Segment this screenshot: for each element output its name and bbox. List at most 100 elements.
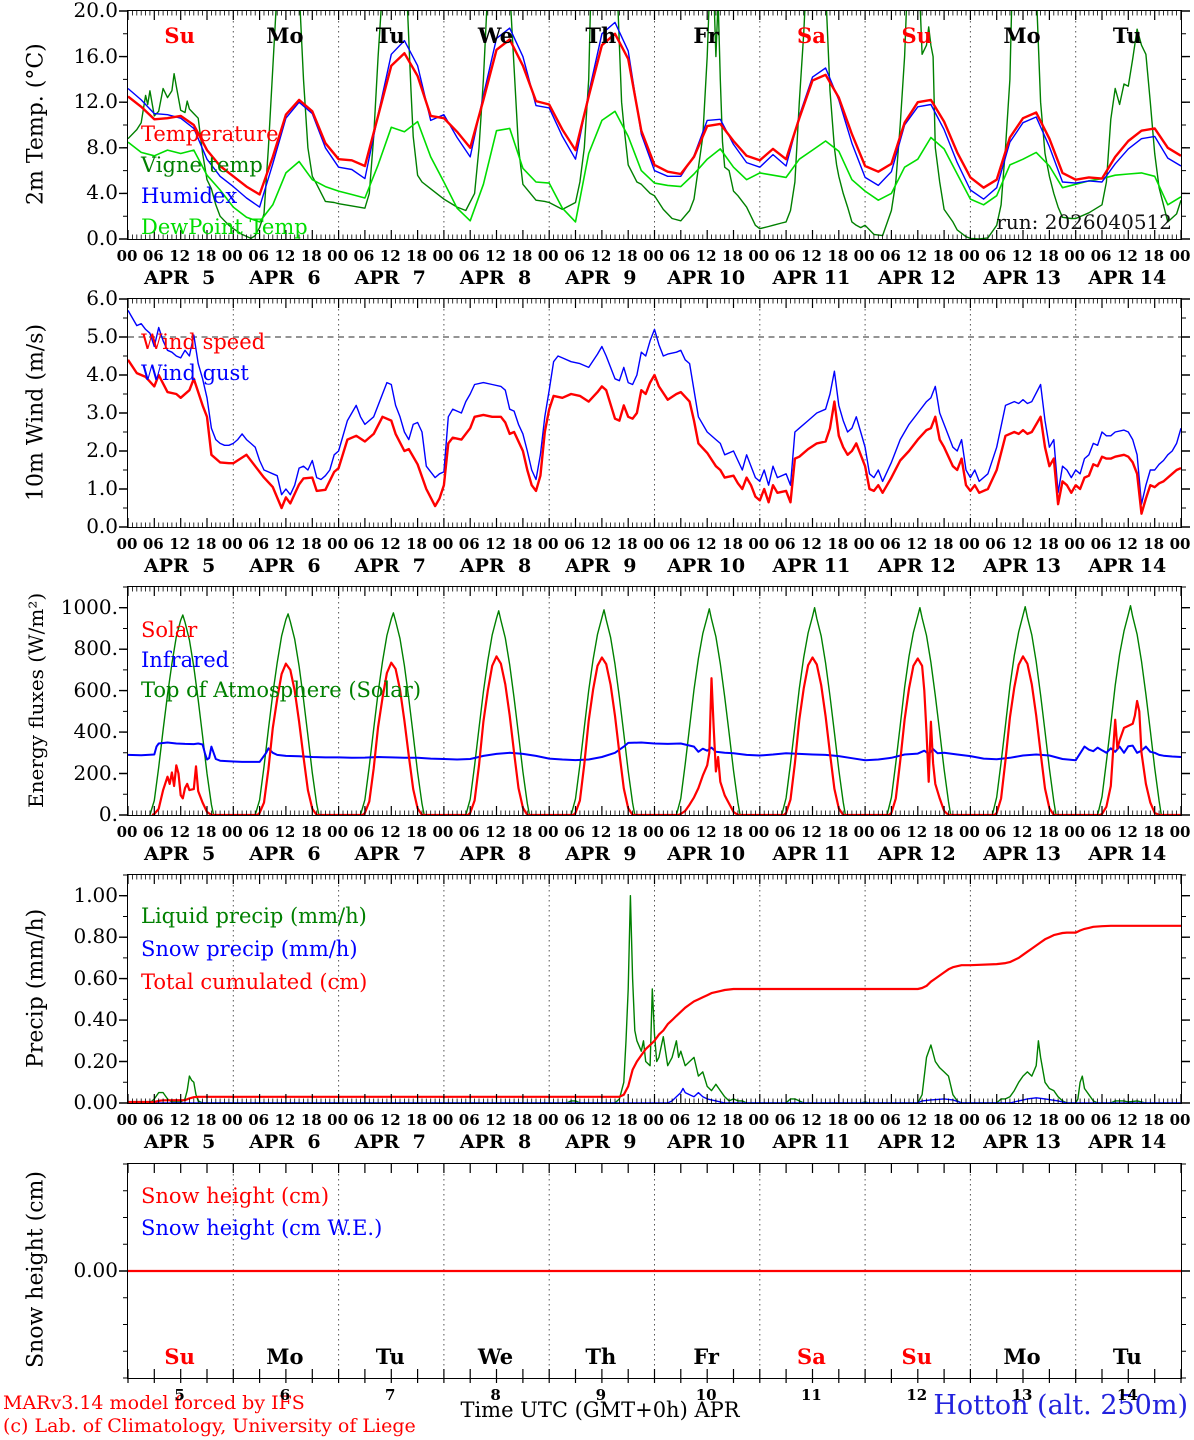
x-hour-label: 18	[195, 535, 217, 553]
x-hour-label: 12	[906, 535, 928, 553]
y-tick-label: 12.0	[73, 89, 118, 114]
plot-precip	[119, 874, 1190, 1104]
x-hour-label: 00	[432, 1111, 454, 1129]
x-hour-label: 12	[169, 1111, 191, 1129]
legend-snow-precip-mm-h: Snow precip (mm/h)	[141, 937, 358, 961]
y-tick-label: 800.	[73, 636, 118, 661]
x-date-label: APR 11	[772, 555, 851, 577]
series-total-cumulated	[128, 924, 1181, 1103]
y-tick-label: 0.60	[73, 965, 118, 990]
x-hour-label: 00	[1169, 535, 1191, 553]
x-date-label: APR 7	[354, 267, 426, 289]
x-hour-label: 00	[958, 823, 980, 841]
panel-precip	[119, 874, 1190, 1104]
x-hour-label: 00	[221, 247, 243, 265]
legend-humidex: Humidex	[141, 184, 238, 208]
day-name-top: Tu	[375, 23, 405, 48]
x-hour-label: 18	[616, 535, 638, 553]
x-hour-label: 00	[643, 535, 664, 553]
x-date-label: APR 8	[459, 555, 532, 577]
x-hour-label: 12	[379, 1111, 401, 1129]
x-hour-label: 18	[616, 823, 638, 841]
x-day-number: 9	[595, 1386, 607, 1404]
x-hour-label: 06	[564, 535, 585, 553]
x-date-label: APR 13	[983, 843, 1061, 865]
series-top-of-atmosphere-solar	[149, 605, 1181, 815]
x-date-label: APR 10	[667, 267, 746, 289]
x-day-number: 6	[279, 1386, 291, 1404]
x-date-label: APR 13	[983, 267, 1061, 289]
x-hour-label: 12	[485, 823, 506, 841]
x-hour-label: 12	[906, 1111, 928, 1129]
x-hour-label: 00	[537, 823, 559, 841]
credit-line-2: (c) Lab. of Climatology, University of L…	[3, 1415, 416, 1437]
x-date-label: APR 13	[983, 555, 1061, 577]
day-name-bottom: We	[477, 1344, 514, 1369]
x-hour-label: 18	[1037, 823, 1059, 841]
x-hour-label: 12	[169, 535, 191, 553]
x-hour-label: 00	[748, 535, 770, 553]
x-hour-label: 12	[169, 823, 191, 841]
plot-temperature	[119, 10, 1190, 240]
x-hour-label: 12	[1011, 823, 1033, 841]
x-hour-label: 06	[353, 535, 375, 553]
x-date-label: APR 11	[772, 843, 851, 865]
day-name-bottom: Mo	[1003, 1344, 1041, 1369]
x-hour-label: 12	[590, 1111, 612, 1129]
day-name-top: Su	[901, 23, 932, 48]
x-hour-label: 06	[458, 823, 480, 841]
x-hour-label: 12	[274, 1111, 296, 1129]
x-hour-label: 00	[116, 823, 138, 841]
x-hour-label: 00	[221, 823, 243, 841]
x-hour-label: 18	[722, 1111, 743, 1129]
x-hour-label: 18	[932, 823, 954, 841]
legend-dewpoint-temp: DewPoint Temp	[141, 215, 308, 239]
x-hour-label: 00	[221, 1111, 243, 1129]
x-hour-label: 06	[353, 1111, 375, 1129]
x-day-number: 14	[1116, 1386, 1138, 1404]
x-hour-label: 00	[432, 823, 454, 841]
y-tick-label: 5.0	[86, 324, 118, 348]
x-hour-label: 18	[616, 1111, 638, 1129]
x-date-label: APR 5	[144, 1131, 216, 1153]
day-name-top: Mo	[1003, 23, 1041, 48]
x-hour-label: 06	[564, 247, 585, 265]
x-hour-label: 00	[958, 535, 980, 553]
x-hour-label: 12	[1011, 535, 1033, 553]
x-hour-label: 18	[1037, 247, 1059, 265]
panel-wind	[119, 298, 1190, 528]
time-axis-label: Time UTC (GMT+0h) APR	[460, 1398, 740, 1422]
x-date-label: APR 11	[772, 267, 851, 289]
x-hour-label: 12	[801, 1111, 822, 1129]
credit-line-1: MARv3.14 model forced by IFS	[3, 1392, 305, 1414]
x-day-number: 11	[801, 1386, 822, 1404]
x-hour-label: 18	[932, 535, 954, 553]
x-date-label: APR 9	[565, 267, 637, 289]
x-hour-label: 06	[879, 823, 901, 841]
x-hour-label: 06	[669, 247, 691, 265]
y-tick-label: 2.0	[86, 438, 118, 462]
station-label: Hotton (alt. 250m)	[933, 1390, 1188, 1421]
x-hour-label: 00	[537, 247, 559, 265]
plot-wind	[119, 298, 1190, 528]
day-name-top: We	[477, 23, 514, 48]
x-hour-label: 00	[221, 535, 243, 553]
x-hour-label: 00	[1064, 1111, 1086, 1129]
x-hour-label: 06	[142, 247, 164, 265]
x-hour-label: 12	[169, 247, 191, 265]
x-hour-label: 06	[774, 535, 796, 553]
x-hour-label: 18	[511, 535, 533, 553]
series-dewpoint-temp	[128, 110, 1181, 223]
x-hour-label: 18	[511, 823, 533, 841]
x-hour-label: 12	[1116, 535, 1138, 553]
x-hour-label: 06	[248, 247, 270, 265]
x-date-label: APR 7	[354, 1131, 426, 1153]
x-hour-label: 00	[853, 1111, 875, 1129]
x-hour-label: 00	[853, 535, 875, 553]
x-hour-label: 06	[353, 823, 375, 841]
y-tick-label: 0.40	[73, 1007, 118, 1032]
x-hour-label: 00	[116, 247, 138, 265]
x-hour-label: 18	[932, 1111, 954, 1129]
x-hour-label: 06	[774, 1111, 796, 1129]
